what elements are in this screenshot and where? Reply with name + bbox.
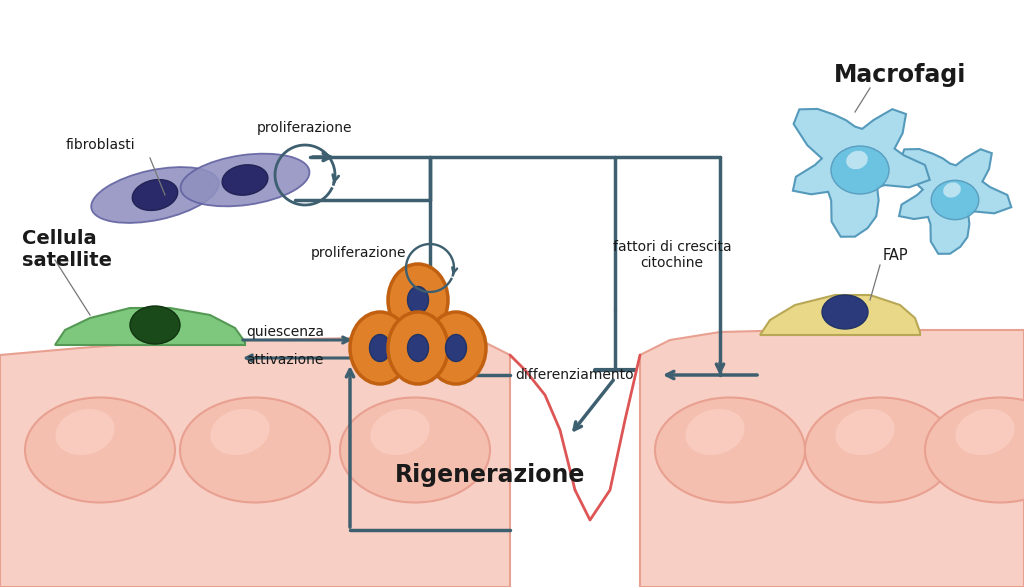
Polygon shape [640, 330, 1024, 587]
Ellipse shape [388, 312, 449, 384]
Polygon shape [760, 295, 920, 335]
Ellipse shape [55, 409, 115, 455]
Ellipse shape [180, 397, 330, 502]
Ellipse shape [685, 409, 744, 455]
Polygon shape [899, 149, 1012, 254]
Text: proliferazione: proliferazione [257, 121, 352, 135]
Ellipse shape [370, 335, 390, 362]
Ellipse shape [925, 397, 1024, 502]
Ellipse shape [132, 180, 178, 210]
Text: Rigenerazione: Rigenerazione [395, 463, 585, 487]
Ellipse shape [408, 335, 428, 362]
Ellipse shape [943, 183, 961, 198]
Polygon shape [793, 109, 930, 237]
Ellipse shape [836, 409, 895, 455]
Ellipse shape [340, 397, 490, 502]
Text: differenziamento: differenziamento [516, 368, 634, 382]
Polygon shape [0, 338, 510, 587]
Ellipse shape [805, 397, 955, 502]
Text: FAP: FAP [883, 248, 908, 262]
Text: fibroblasti: fibroblasti [66, 138, 135, 152]
Ellipse shape [655, 397, 805, 502]
Ellipse shape [222, 165, 268, 195]
Text: fattori di crescita
citochine: fattori di crescita citochine [612, 240, 731, 270]
Ellipse shape [211, 409, 269, 455]
Text: quiescenza: quiescenza [246, 325, 324, 339]
Ellipse shape [955, 409, 1015, 455]
Ellipse shape [180, 154, 309, 207]
Ellipse shape [350, 312, 410, 384]
Ellipse shape [408, 286, 428, 313]
Ellipse shape [91, 167, 219, 223]
Ellipse shape [388, 264, 449, 336]
Polygon shape [55, 308, 245, 345]
Text: attivazione: attivazione [247, 353, 324, 367]
Ellipse shape [445, 335, 467, 362]
Text: Macrofagi: Macrofagi [834, 63, 967, 87]
Ellipse shape [426, 312, 486, 384]
Ellipse shape [130, 306, 180, 344]
Ellipse shape [371, 409, 429, 455]
Ellipse shape [846, 151, 867, 169]
Ellipse shape [831, 146, 889, 194]
Ellipse shape [25, 397, 175, 502]
Text: Cellula
satellite: Cellula satellite [22, 230, 112, 271]
Text: proliferazione: proliferazione [310, 246, 406, 260]
Ellipse shape [931, 180, 979, 220]
Ellipse shape [822, 295, 868, 329]
